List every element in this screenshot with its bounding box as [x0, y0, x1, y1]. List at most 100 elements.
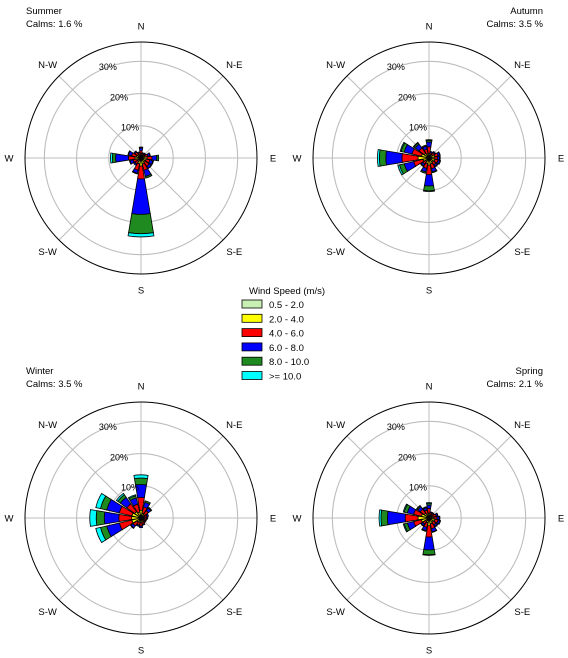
compass-label-n-e: N-E	[514, 60, 530, 71]
calms-label: Calms: 3.5 %	[487, 19, 544, 30]
wedge-ssw-bin4	[131, 170, 138, 175]
compass-label-e: E	[558, 514, 564, 525]
wedge-nnw-bin3	[137, 151, 141, 154]
wedge-s-bin5	[127, 232, 155, 238]
grid-spoke	[428, 435, 512, 519]
wedge-sse-bin3	[141, 522, 146, 526]
legend-label: 0.5 - 2.0	[269, 300, 304, 311]
wedge-n-bin4	[138, 146, 144, 149]
wedge-nnw-bin4	[421, 144, 427, 149]
compass-label-s-e: S-E	[514, 247, 530, 258]
compass-label-n-w: N-W	[326, 420, 345, 431]
radial-tick-label: 10%	[121, 123, 139, 133]
calms-label: Calms: 1.6 %	[26, 19, 83, 30]
wedge-e-bin3	[151, 154, 158, 162]
legend: Wind Speed (m/s) 0.5 - 2.0 2.0 - 4.0 4.0 -…	[241, 286, 325, 383]
grid-spoke	[428, 157, 512, 241]
legend-swatch	[241, 299, 263, 309]
compass-label-n: N	[138, 382, 145, 393]
wedge-wsw-bin5	[397, 164, 404, 176]
outer-circle	[312, 41, 546, 275]
wedge-sse-bin4	[431, 529, 438, 533]
compass-label-w: W	[293, 514, 302, 525]
legend-swatch	[241, 313, 263, 323]
grid-spoke	[346, 157, 430, 241]
compass-label-w: W	[5, 154, 14, 165]
wedge-se-bin4	[147, 164, 153, 170]
season-title: Winter	[26, 366, 53, 377]
wedge-nne-bin4	[144, 500, 151, 505]
wedge-ese-bin4	[438, 520, 442, 525]
compass-label-s-w: S-W	[38, 607, 57, 618]
wedge-ne-bin4	[147, 506, 153, 512]
wedge-sse-bin4	[431, 169, 438, 174]
season-title: Autumn	[510, 6, 543, 17]
compass-label-s-w: S-W	[38, 247, 57, 258]
grid-spoke	[346, 517, 430, 601]
compass-label-n: N	[138, 22, 145, 33]
compass-label-s-w: S-W	[326, 607, 345, 618]
compass-label-s-w: S-W	[326, 247, 345, 258]
wedge-wnw-bin5	[399, 141, 406, 153]
compass-label-n-w: N-W	[38, 420, 57, 431]
wedge-w-bin3	[385, 150, 403, 166]
grid-spoke	[140, 517, 224, 601]
wedge-ese-bin4	[438, 160, 442, 165]
legend-swatch	[241, 371, 263, 380]
compass-label-s-e: S-E	[226, 247, 242, 258]
wedge-s-bin4	[423, 185, 435, 192]
compass-label-s: S	[138, 286, 144, 297]
wedge-wnw-bin5	[95, 492, 107, 510]
legend-label: 6.0 - 8.0	[269, 343, 304, 354]
grid-spoke	[140, 157, 224, 241]
compass-label-n-w: N-W	[326, 60, 345, 71]
wedge-w-bin5	[378, 509, 383, 527]
wedge-s-bin3	[131, 178, 151, 215]
windrose-spring: Spring Calms: 2.1 % 10% 20% 30% N N-E E S-E S S-W W…	[293, 366, 565, 657]
wedge-sw-bin4	[129, 524, 135, 530]
wedge-s-bin3	[138, 525, 144, 529]
legend-label: 8.0 - 10.0	[269, 357, 309, 368]
compass-label-n-w: N-W	[38, 60, 57, 71]
wedge-w-bin5	[109, 152, 114, 164]
windrose-autumn: Autumn Calms: 3.5 % 10% 20% 30% N N-E E S-E S S-W W…	[293, 6, 565, 297]
wedge-w-bin4	[380, 509, 389, 527]
wedge-ssw-bin3	[135, 523, 140, 527]
grid-spoke	[346, 435, 430, 519]
wedge-w-bin3	[115, 153, 130, 163]
compass-label-s-e: S-E	[514, 607, 530, 618]
wedge-nw-bin5	[412, 141, 419, 148]
radial-tick-label: 30%	[387, 62, 405, 72]
wedge-s-bin4	[422, 549, 436, 556]
compass-label-n-e: N-E	[226, 420, 242, 431]
radial-tick-label: 30%	[99, 422, 117, 432]
windrose-summer: Summer Calms: 1.6 % 10% 20% 30% N N-E E S-E S S-W W…	[5, 6, 277, 297]
radial-tick-label: 20%	[110, 452, 128, 462]
wedge-nne-bin3	[429, 511, 433, 514]
wedge-n-bin5	[133, 474, 149, 480]
wedge-se-bin4	[434, 523, 439, 528]
wedge-nnw-bin5	[127, 494, 137, 500]
outer-circle	[24, 41, 258, 275]
wedge-nw-bin3	[133, 150, 138, 155]
grid-spoke	[140, 435, 224, 519]
compass-label-s: S	[426, 286, 432, 297]
compass-label-s-e: S-E	[226, 607, 242, 618]
wedge-s-bin4	[128, 213, 154, 235]
wedge-s-bin3	[423, 174, 435, 187]
wedge-w-bin5	[377, 149, 381, 167]
wedge-nw-bin5	[415, 504, 421, 510]
wedge-e-bin3	[146, 516, 149, 520]
legend-swatch	[241, 328, 263, 338]
radial-tick-label: 20%	[398, 452, 416, 462]
wedge-ssw-bin4	[420, 169, 427, 174]
wedge-n-bin3	[426, 504, 432, 509]
wedge-w-bin5	[89, 509, 98, 527]
wedge-sw-bin3	[133, 161, 138, 166]
wedge-se-bin4	[434, 163, 439, 168]
wedge-wnw-bin4	[127, 150, 131, 156]
compass-label-w: W	[293, 154, 302, 165]
wedge-wnw-bin5	[402, 503, 408, 513]
wedge-e-bin4	[439, 155, 441, 161]
